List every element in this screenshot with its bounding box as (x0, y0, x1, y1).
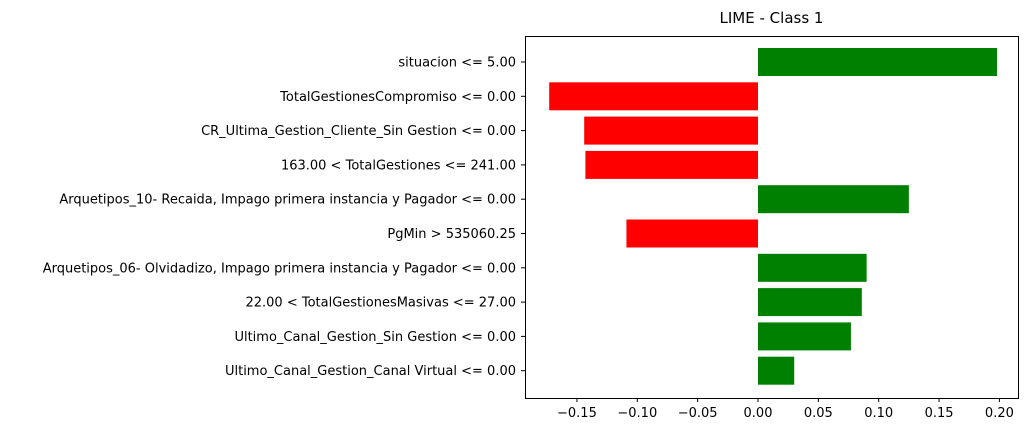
bar (758, 48, 997, 76)
y-tick-label: CR_Ultima_Gestion_Cliente_Sin Gestion <=… (201, 124, 516, 139)
y-tick-label: 22.00 < TotalGestionesMasivas <= 27.00 (245, 296, 516, 311)
x-tick-label: 0.15 (925, 406, 954, 421)
x-axis: −0.15 −0.10 −0.05 0.00 0.05 0.10 0.15 0.20 (557, 398, 1014, 421)
bar (758, 253, 867, 282)
bar (549, 82, 758, 111)
chart-title: LIME - Class 1 (720, 9, 824, 27)
x-tick-label: 0.05 (804, 406, 833, 421)
bar (626, 219, 758, 248)
y-tick-label: PgMin > 535060.25 (387, 227, 516, 242)
x-tick-label: −0.10 (617, 406, 657, 421)
bar (758, 185, 909, 214)
y-tick-label: Ultimo_Canal_Gestion_Sin Gestion <= 0.00 (234, 330, 516, 345)
x-tick-label: 0.10 (864, 406, 893, 421)
x-tick-label: −0.05 (678, 406, 718, 421)
bar (584, 116, 758, 145)
bar (758, 356, 795, 385)
y-tick-label: situacion <= 5.00 (398, 56, 516, 71)
bars-layer (549, 48, 997, 385)
x-tick-label: 0.20 (985, 406, 1014, 421)
bar (758, 322, 851, 351)
bar (585, 150, 758, 179)
y-tick-labels: situacion <= 5.00 TotalGestionesCompromis… (43, 56, 525, 379)
y-tick-label: Ultimo_Canal_Gestion_Canal Virtual <= 0.… (225, 364, 516, 379)
x-tick-label: 0.00 (744, 406, 773, 421)
plot-frame (525, 36, 1019, 399)
x-tick-label: −0.15 (557, 406, 597, 421)
y-tick-label: TotalGestionesCompromiso <= 0.00 (279, 90, 516, 105)
bar (758, 288, 862, 317)
y-tick-label: Arquetipos_10- Recaida, Impago primera i… (59, 193, 516, 208)
y-tick-label: Arquetipos_06- Olvidadizo, Impago primer… (43, 261, 516, 276)
y-tick-label: 163.00 < TotalGestiones <= 241.00 (281, 158, 516, 173)
